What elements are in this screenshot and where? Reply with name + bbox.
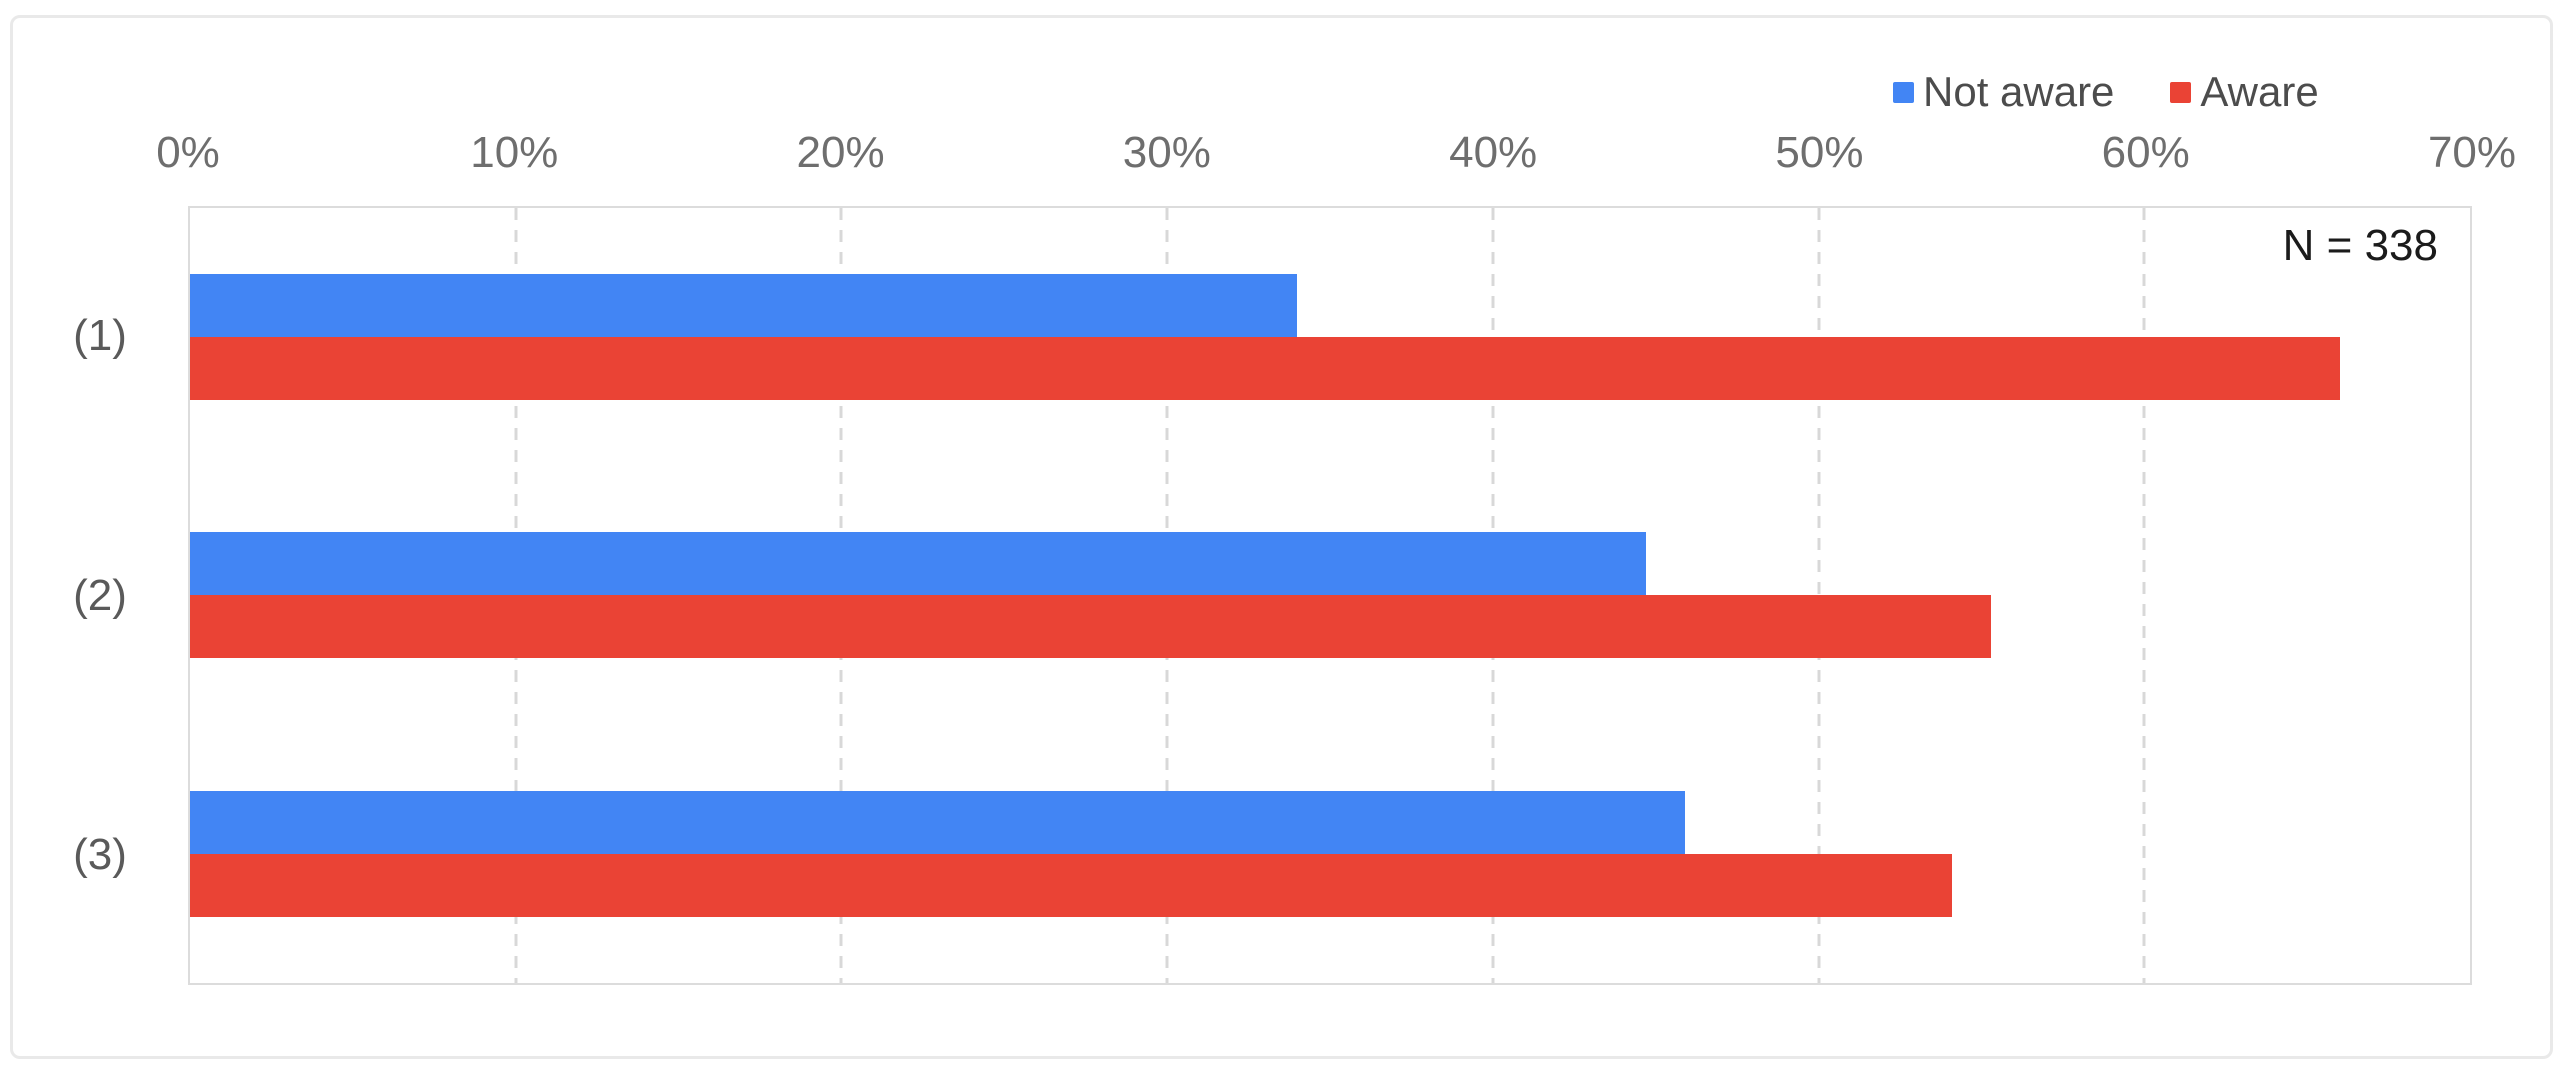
x-tick-label: 20% (796, 128, 885, 177)
y-category-label: (2) (73, 570, 127, 620)
plot-area: N = 338 (188, 206, 2472, 985)
bar-group (190, 725, 2470, 983)
bar-group (190, 208, 2470, 466)
x-tick-label: 70% (2427, 128, 2517, 177)
bar-group (190, 466, 2470, 724)
legend-item-not-aware: Not aware (1893, 68, 2114, 116)
bar-not-aware (190, 274, 1298, 338)
x-tick-label: 40% (1449, 128, 1538, 177)
bar-aware (190, 853, 1953, 917)
x-axis-tick-labels: 0% 10% 20% 30% 40% 50% 60% 70% (156, 128, 2516, 181)
bar-not-aware (190, 532, 1646, 596)
x-tick-label: 0% (156, 128, 220, 177)
gridline (2142, 208, 2146, 983)
sample-size-annotation: N = 338 (2282, 221, 2438, 270)
legend-item-aware: Aware (2170, 68, 2319, 116)
legend-label: Aware (2200, 68, 2319, 115)
chart-legend: Not aware Aware (1893, 68, 2319, 116)
legend-swatch (2170, 81, 2192, 103)
bar-not-aware (190, 790, 1686, 854)
x-tick-label: 10% (470, 128, 559, 177)
legend-label: Not aware (1923, 68, 2115, 115)
y-category-label: (1) (73, 310, 127, 360)
y-axis-category-labels: (1) (2) (3) (0, 206, 188, 985)
x-tick-label: 30% (1122, 128, 1211, 177)
x-tick-label: 50% (1775, 128, 1864, 177)
x-tick-label: 60% (2101, 128, 2190, 177)
y-category-label: (3) (73, 830, 127, 880)
legend-swatch (1893, 81, 1914, 103)
bar-aware (190, 337, 2340, 401)
bar-aware (190, 595, 1992, 659)
